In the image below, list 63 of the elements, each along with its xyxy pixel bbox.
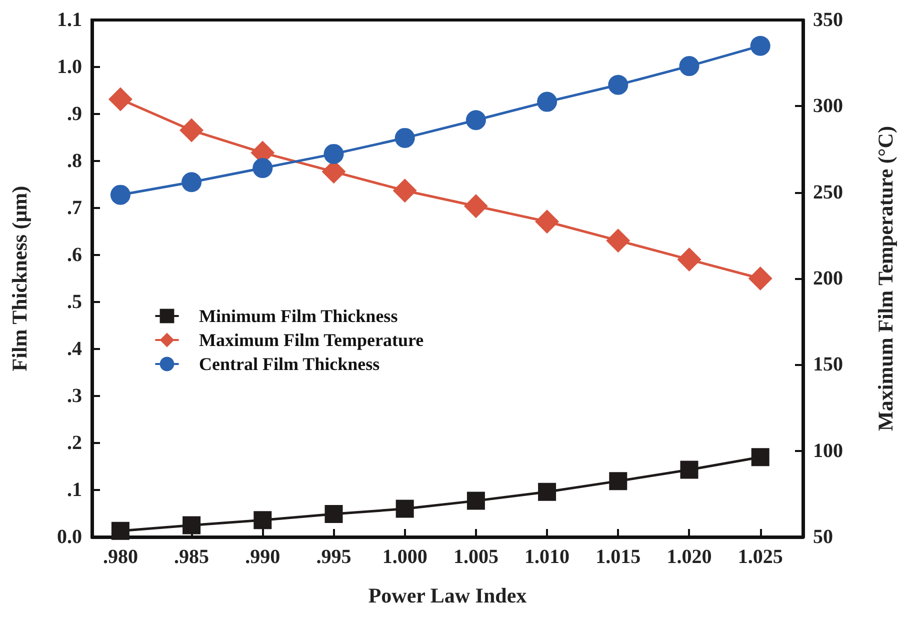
point <box>608 74 628 95</box>
point <box>751 448 770 466</box>
point <box>108 87 132 112</box>
point <box>252 158 273 178</box>
y2-tick-label: 350 <box>813 9 843 31</box>
y2-axis-title: Maximum Film Temperature (°C) <box>874 126 898 431</box>
point <box>324 504 343 523</box>
y2-tick-label: 250 <box>813 181 843 204</box>
x-tick-label: 1.025 <box>738 546 783 568</box>
point <box>677 248 702 272</box>
point <box>254 511 272 530</box>
y-tick-label: .2 <box>67 432 82 454</box>
y-tick-label: .8 <box>67 150 82 172</box>
y-tick-label: 0.0 <box>57 526 82 548</box>
point <box>679 56 700 76</box>
point <box>750 36 770 56</box>
point <box>464 194 488 218</box>
legend-label: Maximum Film Temperature <box>199 330 424 350</box>
y-tick-label: .1 <box>67 479 82 501</box>
point <box>748 266 772 290</box>
y-tick-label: .3 <box>67 385 82 407</box>
point <box>392 178 417 203</box>
y2-tick-label: 150 <box>813 354 843 376</box>
point <box>538 482 556 501</box>
y-axis-title: Film Thickness (μm) <box>8 186 32 372</box>
y-tick-label: .9 <box>67 103 82 125</box>
point <box>180 118 204 142</box>
x-axis-title: Power Law Index <box>368 584 528 608</box>
point <box>680 460 698 479</box>
y2-tick-label: 300 <box>813 95 843 118</box>
y-tick-label: 1.0 <box>57 56 82 78</box>
point <box>606 228 630 253</box>
x-tick-label: .990 <box>245 546 280 568</box>
x-tick-label: .980 <box>102 546 138 568</box>
point <box>535 210 560 234</box>
point <box>110 184 130 205</box>
point <box>396 500 414 518</box>
point <box>182 172 202 192</box>
x-tick-label: 1.020 <box>666 546 712 568</box>
point <box>609 472 628 490</box>
y2-tick-label: 100 <box>813 440 843 462</box>
point <box>111 522 130 540</box>
legend-label: Central Film Thickness <box>199 354 380 374</box>
x-tick-label: 1.000 <box>382 546 428 568</box>
y-tick-label: .5 <box>67 291 82 313</box>
x-tick-label: 1.010 <box>524 546 570 568</box>
x-tick-label: .985 <box>174 546 210 568</box>
point <box>182 516 201 534</box>
y-tick-label: .7 <box>67 197 82 219</box>
point <box>537 92 558 112</box>
y-tick-label: 1.1 <box>57 9 82 31</box>
point <box>394 128 415 148</box>
legend-label: Minimum Film Thickness <box>199 306 398 326</box>
x-tick-label: .995 <box>316 546 352 568</box>
y-tick-label: .4 <box>67 338 82 360</box>
point <box>466 110 486 130</box>
point <box>324 144 344 164</box>
x-tick-label: 1.015 <box>596 546 641 568</box>
y2-tick-label: 50 <box>813 526 833 548</box>
point <box>466 492 485 510</box>
y-tick-label: .6 <box>67 244 82 266</box>
x-tick-label: 1.005 <box>453 546 498 568</box>
y2-tick-label: 200 <box>813 268 843 290</box>
